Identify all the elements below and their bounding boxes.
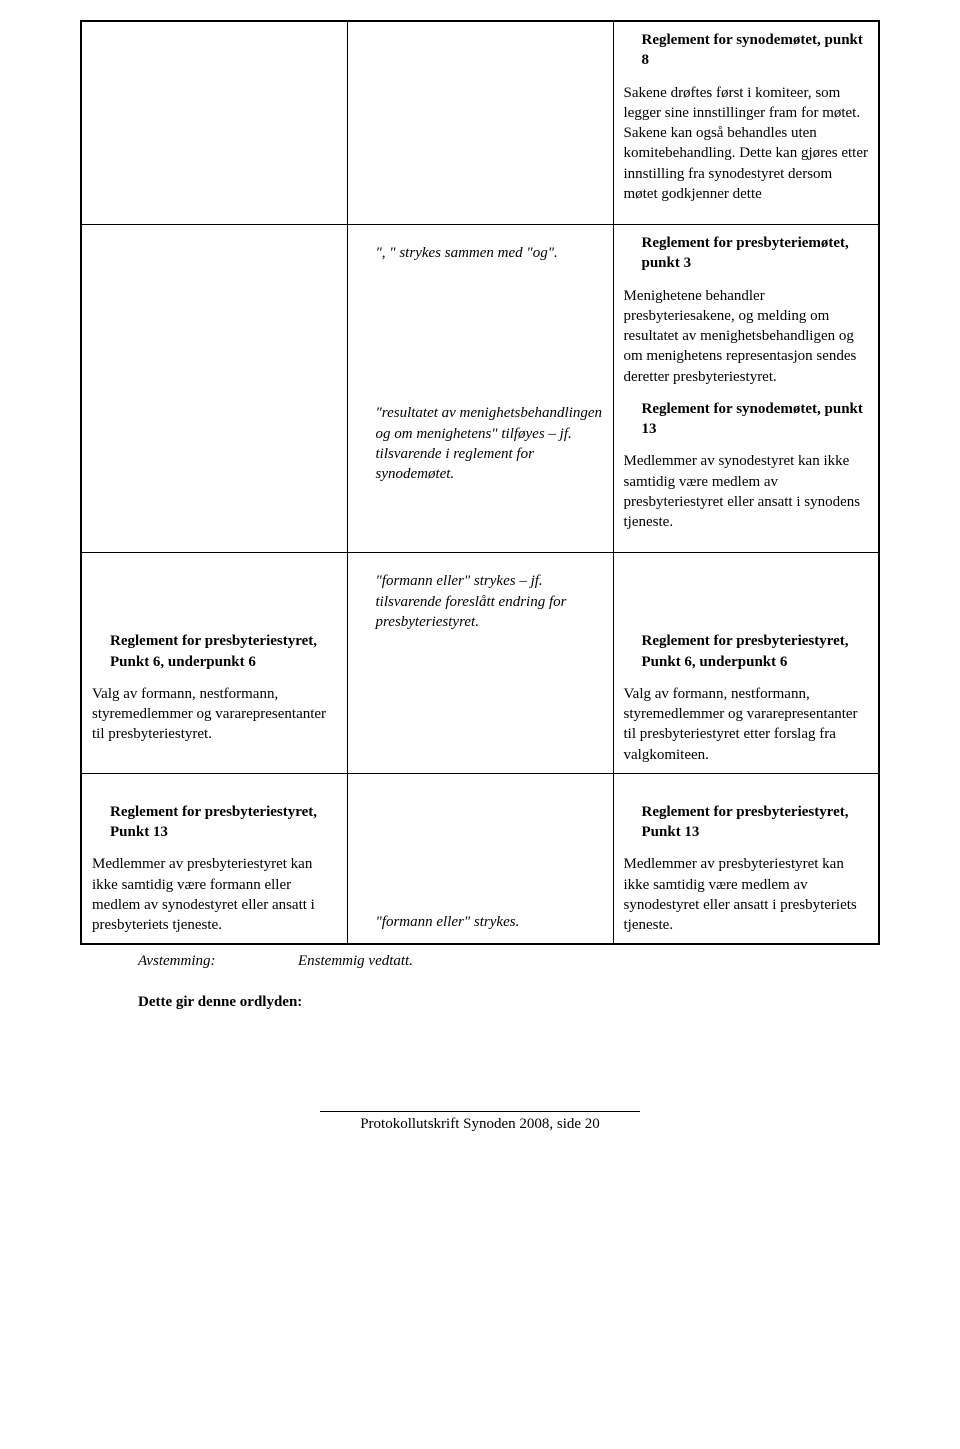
heading: Reglement for synodemøtet, punkt 13 (642, 399, 869, 440)
body-text: Valg av formann, nestformann, styremedle… (624, 684, 869, 765)
cell-r1-c3: Reglement for synodemøtet, punkt 8 Saken… (613, 21, 879, 225)
edit-note: ", " strykes sammen med "og". (376, 243, 603, 263)
body-text: Medlemmer av synodestyret kan ikke samti… (624, 451, 869, 532)
heading: Reglement for presbyteriemøtet, punkt 3 (642, 233, 869, 274)
cell-r4-c2: "formann eller" strykes. (347, 773, 613, 944)
cell-r4-c1: Reglement for presbyteriestyret, Punkt 1… (81, 773, 347, 944)
body-text: Medlemmer av presbyteriestyret kan ikke … (624, 854, 869, 935)
voting-line: Avstemming: Enstemmig vedtatt. (80, 953, 880, 970)
page-footer: Protokollutskrift Synoden 2008, side 20 (320, 1111, 640, 1133)
edit-note: "resultatet av menighetsbehandlingen og … (376, 403, 603, 484)
table-row: Reglement for presbyteriestyret, Punkt 6… (81, 553, 879, 774)
table-row: Reglement for presbyteriestyret, Punkt 1… (81, 773, 879, 944)
cell-r2-c3: Reglement for presbyteriemøtet, punkt 3 … (613, 225, 879, 553)
edit-note: "formann eller" strykes. (376, 912, 603, 932)
heading: Reglement for presbyteriestyret, Punkt 1… (642, 802, 869, 843)
cell-r3-c3: Reglement for presbyteriestyret, Punkt 6… (613, 553, 879, 774)
cell-r1-c2 (347, 21, 613, 225)
edit-note: "formann eller" strykes – jf. tilsvarend… (376, 571, 603, 632)
cell-r2-c2: ", " strykes sammen med "og". "resultate… (347, 225, 613, 553)
vote-label: Avstemming: (138, 953, 298, 970)
closing-line: Dette gir denne ordlyden: (138, 994, 880, 1011)
table-row: Reglement for synodemøtet, punkt 8 Saken… (81, 21, 879, 225)
regulations-table: Reglement for synodemøtet, punkt 8 Saken… (80, 20, 880, 945)
heading: Reglement for synodemøtet, punkt 8 (642, 30, 869, 71)
body-text: Valg av formann, nestformann, styremedle… (92, 684, 337, 745)
table-row: ", " strykes sammen med "og". "resultate… (81, 225, 879, 553)
heading: Reglement for presbyteriestyret, Punkt 6… (110, 631, 337, 672)
cell-r1-c1 (81, 21, 347, 225)
heading: Reglement for presbyteriestyret, Punkt 6… (642, 631, 869, 672)
heading: Reglement for presbyteriestyret, Punkt 1… (110, 802, 337, 843)
cell-r3-c1: Reglement for presbyteriestyret, Punkt 6… (81, 553, 347, 774)
body-text: Sakene drøftes først i komiteer, som leg… (624, 83, 869, 205)
cell-r2-c1 (81, 225, 347, 553)
cell-r3-c2: "formann eller" strykes – jf. tilsvarend… (347, 553, 613, 774)
cell-r4-c3: Reglement for presbyteriestyret, Punkt 1… (613, 773, 879, 944)
body-text: Medlemmer av presbyteriestyret kan ikke … (92, 854, 337, 935)
vote-value: Enstemmig vedtatt. (298, 953, 413, 970)
body-text: Menighetene behandler presbyteriesakene,… (624, 286, 869, 387)
